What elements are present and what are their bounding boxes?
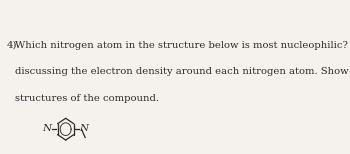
Text: Which nitrogen atom in the structure below is most nucleophilic? Please explain : Which nitrogen atom in the structure bel… (15, 41, 350, 50)
Text: N: N (79, 124, 89, 133)
Text: discussing the electron density around each nitrogen atom. Show at least three r: discussing the electron density around e… (15, 67, 350, 76)
Text: structures of the compound.: structures of the compound. (15, 94, 159, 103)
Text: 4): 4) (6, 41, 17, 50)
Text: N: N (42, 124, 51, 133)
